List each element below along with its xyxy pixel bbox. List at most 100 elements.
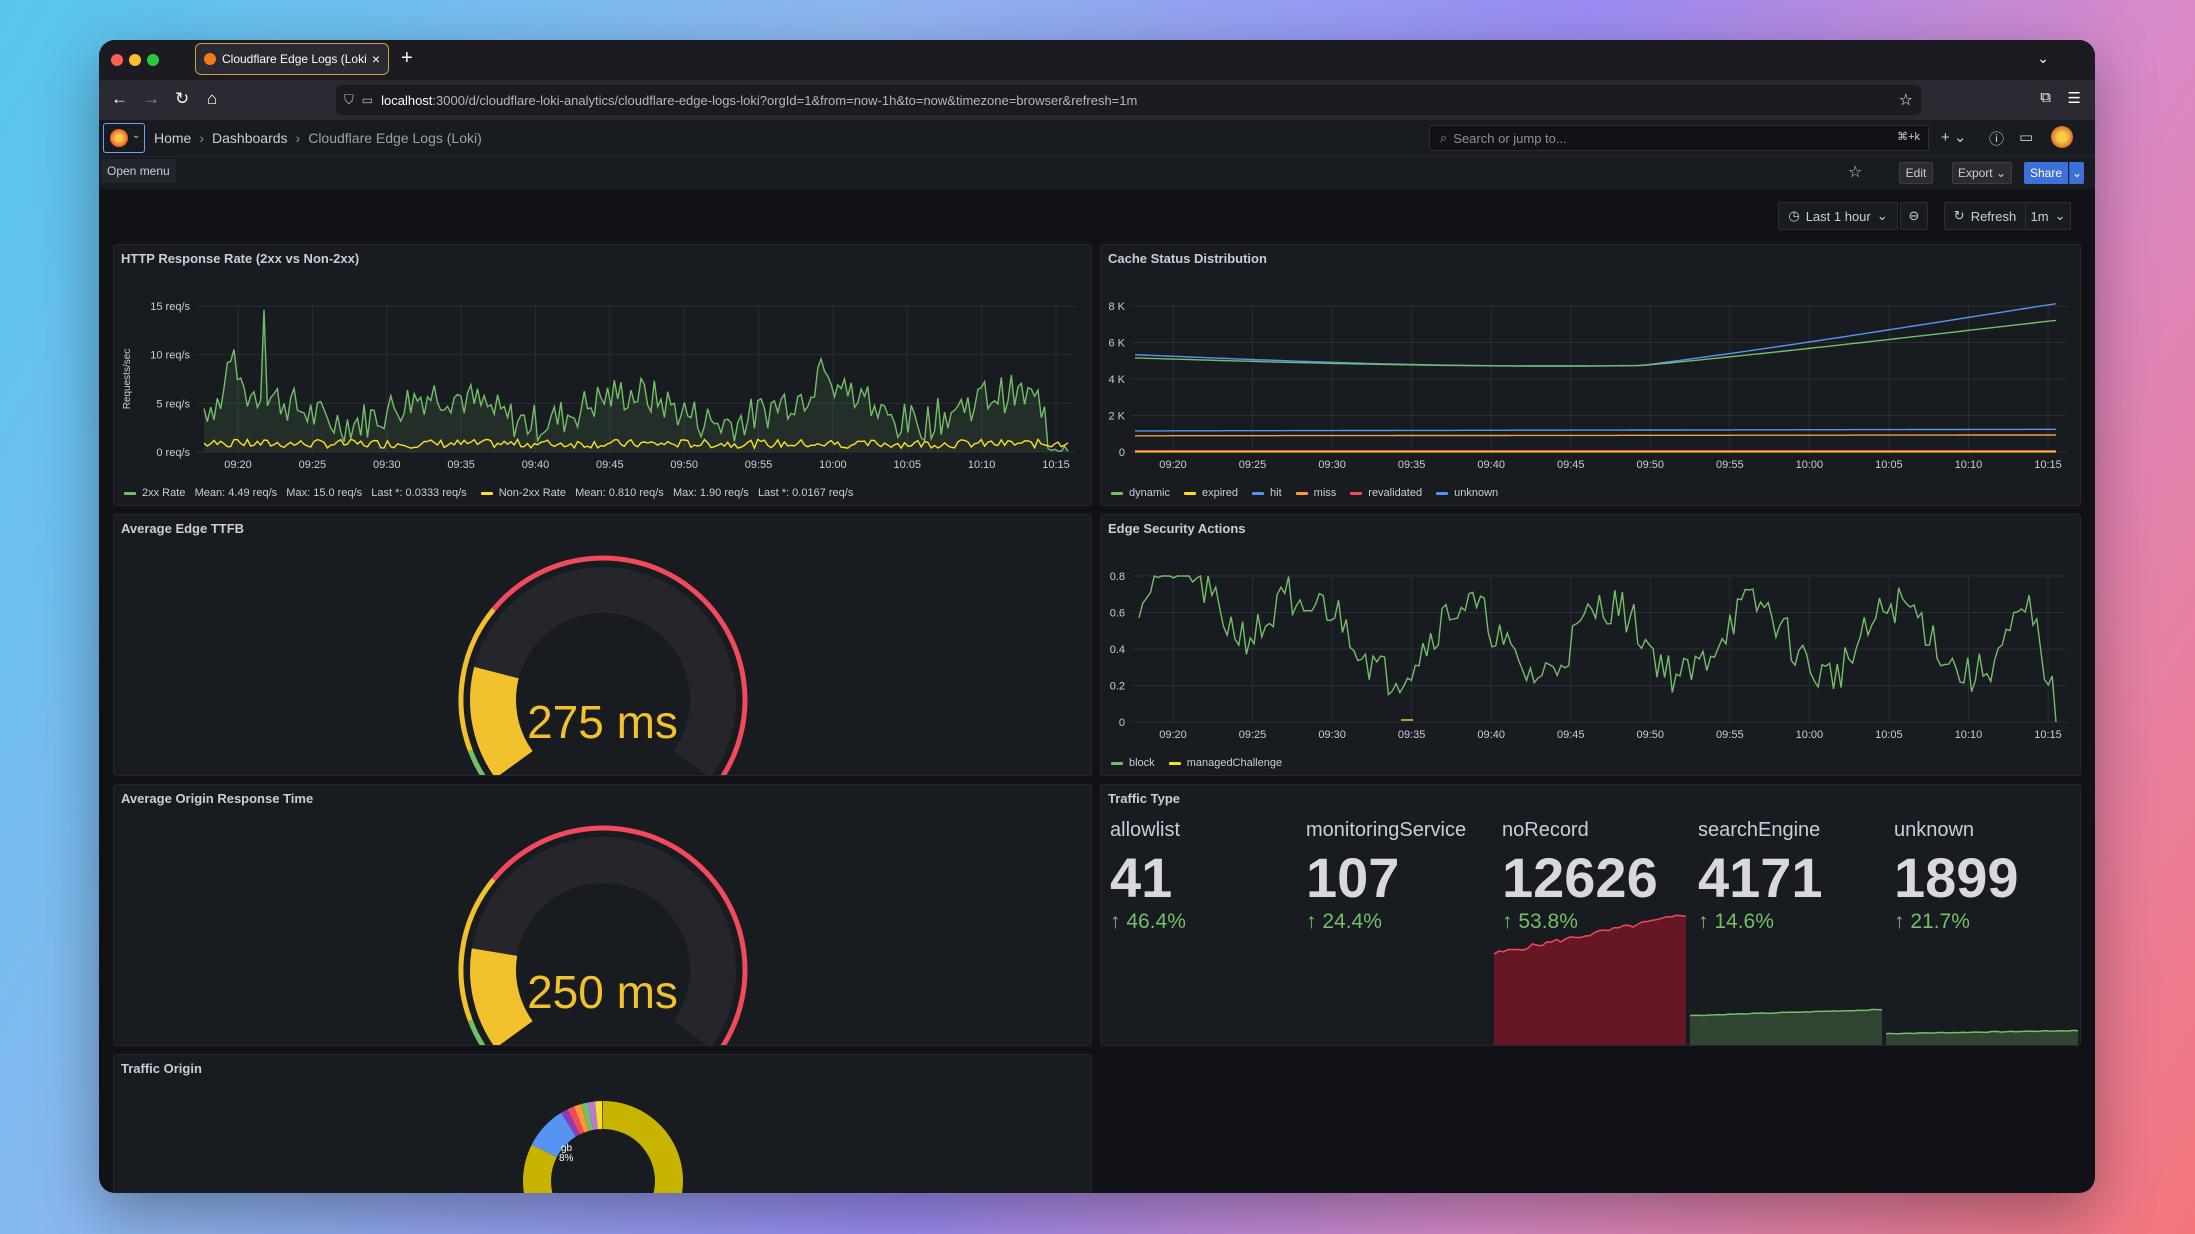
add-new-icon[interactable]: + ⌄: [1941, 129, 1967, 146]
x-tick-label: 09:30: [1318, 729, 1346, 741]
legend-item[interactable]: expired: [1183, 487, 1238, 499]
x-tick-label: 09:35: [447, 459, 475, 471]
chevron-right-icon: ›: [199, 130, 205, 146]
donut-slice: [567, 1106, 585, 1135]
y-tick-label: 6 K: [1108, 338, 1125, 350]
panel-title: HTTP Response Rate (2xx vs Non-2xx): [121, 251, 360, 266]
refresh-interval-picker[interactable]: 1m ⌄: [2025, 202, 2071, 230]
edit-button[interactable]: Edit: [1899, 162, 1933, 184]
sparkline-line: [1690, 1008, 1882, 1017]
y-tick-label: 0.4: [1110, 644, 1125, 656]
y-tick-label: 0 req/s: [156, 447, 190, 459]
legend-swatch: [124, 491, 136, 495]
share-button[interactable]: Share: [2024, 162, 2068, 184]
panel-cache-status[interactable]: Cache Status Distribution 8 K 6 K 4 K 2 K 0 0…: [1100, 244, 2081, 506]
legend-item[interactable]: unknown: [1436, 487, 1498, 499]
dashboard-toolbar: Open menu ☆ Edit Export ⌄ Share ⌄: [99, 157, 2095, 189]
panel-origin-response[interactable]: Average Origin Response Time 250 ms: [113, 784, 1092, 1046]
legend-item[interactable]: managedChallenge: [1168, 757, 1283, 769]
maximize-window-button[interactable]: [147, 54, 159, 66]
x-tick-label: 10:05: [1875, 729, 1903, 741]
news-icon[interactable]: ▭: [2019, 129, 2034, 146]
breadcrumb: Home › Dashboards › Cloudflare Edge Logs…: [154, 130, 482, 146]
x-tick-label: 10:10: [1955, 459, 1983, 471]
page-icon: ▭: [361, 93, 374, 107]
grafana-logo-button[interactable]: ⌄: [103, 123, 145, 153]
browser-tab[interactable]: Cloudflare Edge Logs (Loki) - D ×: [195, 43, 389, 75]
panel-http-response-rate[interactable]: HTTP Response Rate (2xx vs Non-2xx) 15 r…: [113, 244, 1092, 506]
favorite-star-icon[interactable]: ☆: [1848, 164, 1863, 181]
y-tick-label: 4 K: [1108, 374, 1125, 386]
legend-item[interactable]: revalidated: [1350, 487, 1422, 499]
stat-allowlist[interactable]: allowlist 41 ↑ 46.4%: [1102, 817, 1294, 1045]
legend-item[interactable]: block: [1111, 757, 1155, 769]
help-icon[interactable]: ⓘ: [1989, 131, 2005, 148]
y-tick-label: 10 req/s: [150, 350, 190, 362]
x-tick-label: 09:20: [1159, 459, 1187, 471]
legend-item[interactable]: dynamic: [1111, 487, 1170, 499]
address-bar[interactable]: ⛉ ▭ localhost :3000/d/cloudflare-loki-an…: [336, 85, 1921, 115]
time-range-label: Last 1 hour: [1805, 208, 1871, 224]
grafana-top-bar: ⌄ Home › Dashboards › Cloudflare Edge Lo…: [99, 120, 2095, 157]
url-host: localhost: [381, 92, 433, 108]
zoom-out-button[interactable]: ⊖: [1900, 202, 1928, 230]
stat-value: 107: [1306, 846, 1400, 909]
legend-item[interactable]: Non-2xx Rate Mean: 0.810 req/s Max: 1.90…: [480, 487, 853, 499]
legend-label: managedChallenge: [1186, 757, 1283, 769]
legend-swatch: [1111, 761, 1123, 765]
reload-icon[interactable]: ↻: [175, 89, 190, 108]
panel-edge-ttfb[interactable]: Average Edge TTFB 275 ms: [113, 514, 1092, 776]
gauge-fill: [470, 948, 534, 1045]
minimize-window-button[interactable]: [129, 54, 141, 66]
legend-label: block: [1129, 757, 1155, 769]
legend-item[interactable]: 2xx Rate Mean: 4.49 req/s Max: 15.0 req/…: [124, 487, 467, 499]
x-tick-label: 10:15: [1042, 459, 1070, 471]
avatar[interactable]: [2051, 126, 2073, 148]
new-tab-icon[interactable]: +: [401, 47, 413, 69]
close-window-button[interactable]: [111, 54, 123, 66]
stat-monitoringService[interactable]: monitoringService 107 ↑ 24.4%: [1298, 817, 1490, 1045]
x-tick-label: 10:15: [2034, 459, 2062, 471]
home-icon[interactable]: ⌂: [207, 89, 218, 108]
x-tick-label: 09:25: [1239, 729, 1267, 741]
y-tick-label: 15 req/s: [150, 301, 190, 313]
export-button[interactable]: Export ⌄: [1952, 162, 2012, 184]
x-tick-label: 10:00: [1796, 459, 1824, 471]
stat-unknown[interactable]: unknown 1899 ↑ 21.7%: [1886, 817, 2078, 1045]
breadcrumb-dashboards[interactable]: Dashboards: [212, 130, 288, 146]
panel-edge-security[interactable]: Edge Security Actions 0.8 0.6 0.4 0.2 0 09:20…: [1100, 514, 2081, 776]
stat-noRecord[interactable]: noRecord 12626 ↑ 53.8%: [1494, 817, 1686, 1045]
series-non2xx: [203, 437, 1069, 450]
x-tick-label: 09:20: [1159, 729, 1187, 741]
forward-arrow-icon[interactable]: →: [143, 89, 160, 108]
back-arrow-icon[interactable]: ←: [111, 89, 128, 108]
sparkline-line: [1494, 914, 1686, 955]
legend-swatch: [1252, 491, 1265, 495]
stat-delta: ↑ 46.4%: [1110, 910, 1186, 933]
bookmark-star-icon[interactable]: ☆: [1898, 92, 1913, 109]
legend-item[interactable]: miss: [1295, 487, 1336, 499]
menu-icon[interactable]: ☰: [2067, 90, 2081, 107]
panel-traffic-type[interactable]: Traffic Type allowlist 41 ↑ 46.4% monitorin…: [1100, 784, 2081, 1046]
stat-name: searchEngine: [1698, 819, 1821, 841]
x-tick-label: 09:40: [522, 459, 550, 471]
stat-name: unknown: [1894, 819, 1975, 841]
x-tick-label: 09:55: [745, 459, 773, 471]
search-input[interactable]: ⌕ Search or jump to... ⌘+k: [1429, 125, 1929, 151]
stat-searchEngine[interactable]: searchEngine 4171 ↑ 14.6%: [1690, 817, 1882, 1045]
stat-sparkline: [1886, 1029, 2078, 1045]
refresh-button[interactable]: ↻ Refresh: [1944, 202, 2026, 230]
share-dropdown-chevron-icon[interactable]: ⌄: [2069, 162, 2084, 184]
donut-slice: [595, 1101, 603, 1130]
breadcrumb-home[interactable]: Home: [154, 130, 192, 146]
legend-label: unknown: [1454, 487, 1499, 499]
extensions-icon[interactable]: ⧉: [2040, 89, 2051, 106]
gauge-fill: [470, 666, 534, 775]
panel-traffic-origin[interactable]: Traffic Origin gb 8%: [113, 1054, 1092, 1193]
time-range-picker[interactable]: ◷ Last 1 hour ⌄: [1778, 202, 1898, 230]
close-tab-icon[interactable]: ×: [371, 51, 380, 67]
legend-item[interactable]: hit: [1252, 487, 1282, 499]
chevron-down-icon[interactable]: ⌄: [2037, 50, 2049, 66]
x-tick-label: 09:35: [1398, 729, 1426, 741]
browser-window: Cloudflare Edge Logs (Loki) - D × + ⌄ ← …: [99, 40, 2095, 1193]
